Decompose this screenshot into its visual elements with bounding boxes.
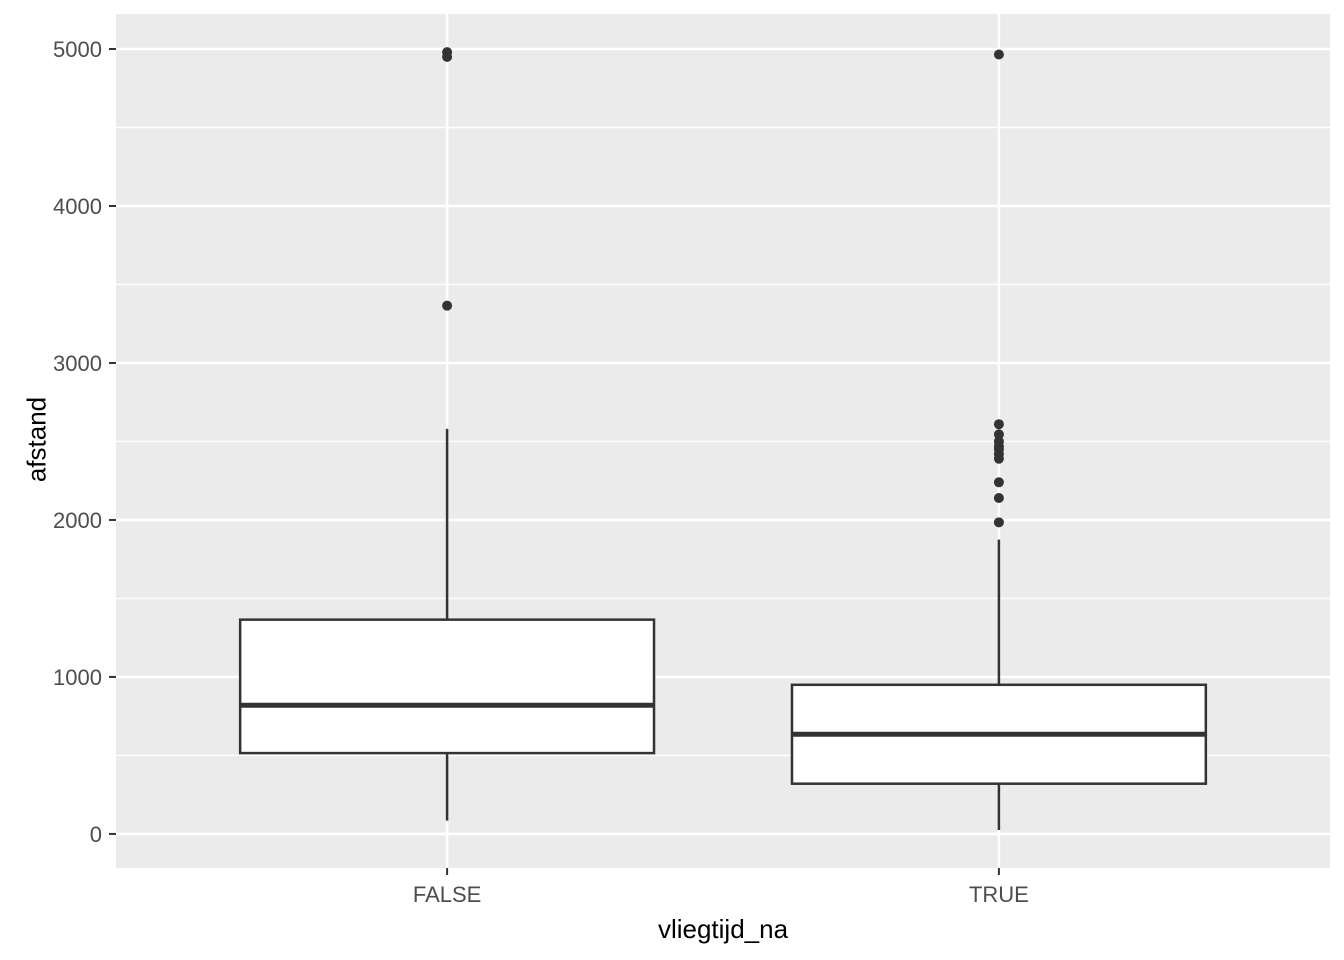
- y-tick-label: 3000: [53, 351, 102, 376]
- outlier-point: [993, 49, 1004, 60]
- outlier-point: [993, 492, 1004, 503]
- y-tick-label: 2000: [53, 508, 102, 533]
- y-tick-label: 0: [90, 822, 102, 847]
- y-tick-label: 5000: [53, 37, 102, 62]
- outlier-point: [993, 517, 1004, 528]
- outlier-point: [993, 419, 1004, 430]
- x-tick-label: FALSE: [413, 882, 481, 907]
- y-tick-label: 1000: [53, 665, 102, 690]
- y-tick-label: 4000: [53, 194, 102, 219]
- x-axis-title: vliegtijd_na: [657, 914, 789, 944]
- outlier-point: [442, 300, 453, 311]
- iqr-box: [238, 618, 656, 755]
- y-axis-title: afstand: [21, 396, 52, 483]
- outlier-point: [993, 436, 1004, 447]
- outlier-point: [442, 47, 453, 58]
- outlier-point: [993, 477, 1004, 488]
- x-tick-label: TRUE: [969, 882, 1029, 907]
- outlier-point: [993, 429, 1004, 440]
